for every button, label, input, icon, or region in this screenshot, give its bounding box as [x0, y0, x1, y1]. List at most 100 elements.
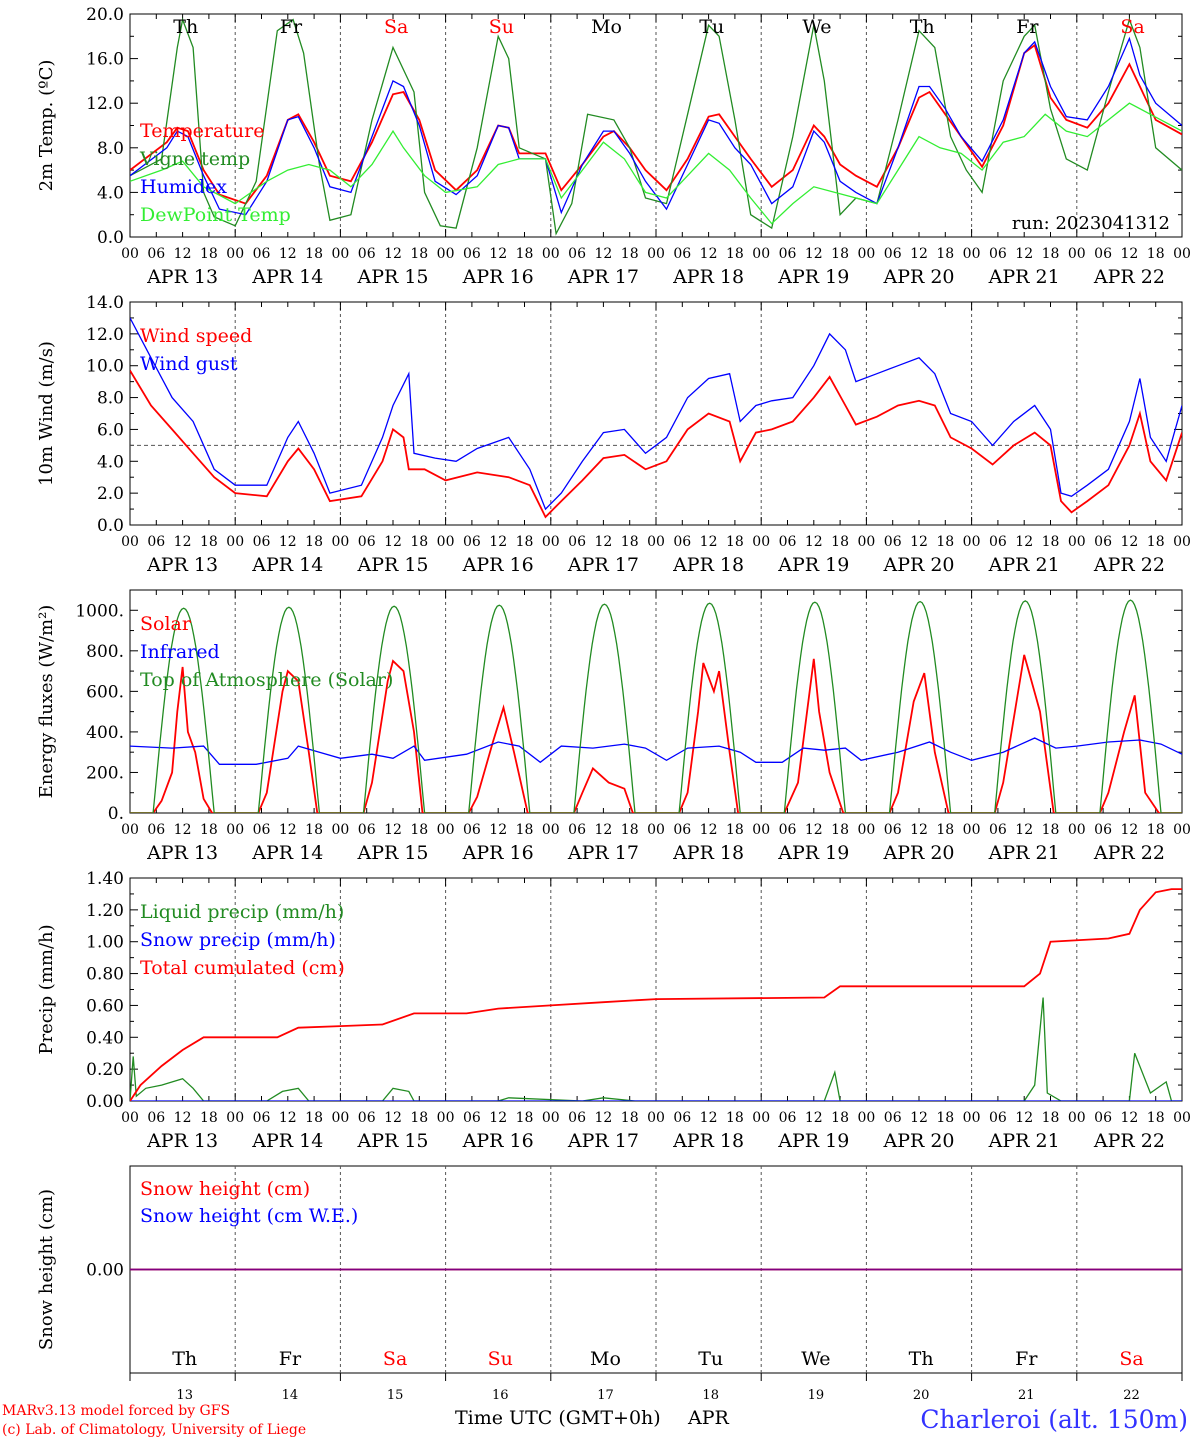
hour-label: 00 [121, 534, 139, 550]
hour-label: 12 [174, 1110, 192, 1126]
y-axis-title: Snow height (cm) [36, 1189, 57, 1350]
hour-label: 06 [673, 534, 691, 550]
series-line-top-of-atmosphere-solar- [130, 599, 1182, 813]
hour-label: 00 [542, 534, 560, 550]
hour-label: 12 [1120, 246, 1138, 262]
hour-label: 06 [884, 1110, 902, 1126]
y-tick-label: 0.60 [86, 996, 124, 1016]
date-label: APR 19 [777, 266, 849, 288]
hour-label: 00 [1068, 1110, 1086, 1126]
weekday-label: Th [172, 1348, 197, 1370]
hour-label: 00 [647, 534, 665, 550]
weekday-label: We [802, 16, 831, 38]
y-tick-label: 4.0 [97, 452, 124, 472]
hour-label: 12 [700, 822, 718, 838]
time-axis-label: Time UTC (GMT+0h) [455, 1407, 661, 1429]
hour-label: 12 [594, 822, 612, 838]
panel-2: 0.0 2.0 4.0 6.0 8.0 10.0 12.0 14.0 10m Wind (m/s… [36, 293, 1191, 576]
date-label: APR 13 [146, 1130, 218, 1152]
hour-label: 06 [253, 246, 271, 262]
y-tick-label: 0. [108, 804, 124, 824]
hour-label: 12 [1120, 1110, 1138, 1126]
hour-label: 06 [884, 822, 902, 838]
y-tick-label: 0.00 [86, 1092, 124, 1112]
hour-label: 06 [253, 534, 271, 550]
y-axis-title: 2m Temp. (ºC) [36, 60, 57, 192]
hour-label: 06 [1094, 246, 1112, 262]
date-label: APR 16 [462, 554, 534, 576]
hour-label: 00 [226, 534, 244, 550]
weekday-label: Th [909, 1348, 934, 1370]
y-tick-label: 10.0 [86, 357, 124, 377]
hour-label: 00 [1173, 246, 1191, 262]
hour-label: 12 [1015, 822, 1033, 838]
hour-label: 00 [1068, 822, 1086, 838]
hour-label: 06 [989, 246, 1007, 262]
hour-label: 00 [1068, 534, 1086, 550]
hour-label: 12 [1015, 534, 1033, 550]
legend-entry: Humidex [140, 176, 227, 198]
weekday-label: Tu [699, 16, 724, 38]
date-label: APR 21 [988, 554, 1060, 576]
credit-line-2: (c) Lab. of Climatology, University of L… [2, 1422, 306, 1438]
hour-label: 18 [936, 534, 954, 550]
hour-label: 12 [279, 246, 297, 262]
y-tick-label: 12.0 [86, 94, 124, 114]
date-label: APR 13 [146, 266, 218, 288]
hour-label: 18 [1042, 246, 1060, 262]
hour-label: 00 [437, 534, 455, 550]
credit-line-1: MARv3.13 model forced by GFS [2, 1403, 230, 1419]
y-tick-label: 1000. [75, 601, 124, 621]
hour-label: 00 [226, 246, 244, 262]
hour-label: 06 [989, 1110, 1007, 1126]
series-line-vigne-temp [130, 17, 1182, 236]
hour-label: 06 [989, 534, 1007, 550]
hour-label: 06 [989, 822, 1007, 838]
hour-label: 18 [410, 1110, 428, 1126]
hour-label: 06 [358, 822, 376, 838]
hour-label: 00 [1173, 822, 1191, 838]
hour-label: 18 [410, 534, 428, 550]
hour-label: 12 [489, 1110, 507, 1126]
hour-label: 00 [542, 1110, 560, 1126]
day-number-label: 22 [1123, 1388, 1140, 1403]
series-group [130, 888, 1182, 1101]
legend-entry: Vigne temp [139, 148, 250, 170]
date-label: APR 17 [567, 554, 639, 576]
hour-label: 06 [779, 534, 797, 550]
hour-label: 06 [779, 822, 797, 838]
date-label: APR 18 [672, 842, 744, 864]
day-number-label: 19 [808, 1388, 825, 1403]
hour-label: 00 [963, 534, 981, 550]
hour-label: 12 [910, 246, 928, 262]
hour-label: 06 [147, 1110, 165, 1126]
panel-4: 0.00 0.20 0.40 0.60 0.80 1.00 1.20 1.40 Precip (… [36, 869, 1191, 1152]
hour-label: 00 [1173, 534, 1191, 550]
date-label: APR 20 [882, 1130, 954, 1152]
series-line-temperature [130, 43, 1182, 205]
day-number-label: 13 [176, 1388, 193, 1403]
weekday-label: Su [488, 1348, 513, 1370]
y-tick-label: 600. [86, 682, 124, 702]
hour-label: 12 [174, 822, 192, 838]
hour-label: 00 [963, 822, 981, 838]
run-annotation: run: 2023041312 [1012, 213, 1170, 234]
date-label: APR 15 [356, 842, 428, 864]
date-label: APR 22 [1093, 1130, 1165, 1152]
weekday-label: We [801, 1348, 830, 1370]
hour-label: 18 [621, 534, 639, 550]
weekday-label: Th [173, 16, 198, 38]
hour-label: 18 [936, 1110, 954, 1126]
hour-label: 18 [516, 822, 534, 838]
hour-label: 18 [200, 822, 218, 838]
hour-label: 18 [936, 246, 954, 262]
hour-label: 18 [726, 246, 744, 262]
hour-label: 18 [200, 1110, 218, 1126]
series-line-dewpoint-temp [130, 102, 1182, 225]
hour-label: 12 [384, 1110, 402, 1126]
date-label: APR 21 [988, 1130, 1060, 1152]
y-tick-label: 1.20 [86, 901, 124, 921]
hour-label: 00 [437, 246, 455, 262]
hour-label: 00 [752, 822, 770, 838]
